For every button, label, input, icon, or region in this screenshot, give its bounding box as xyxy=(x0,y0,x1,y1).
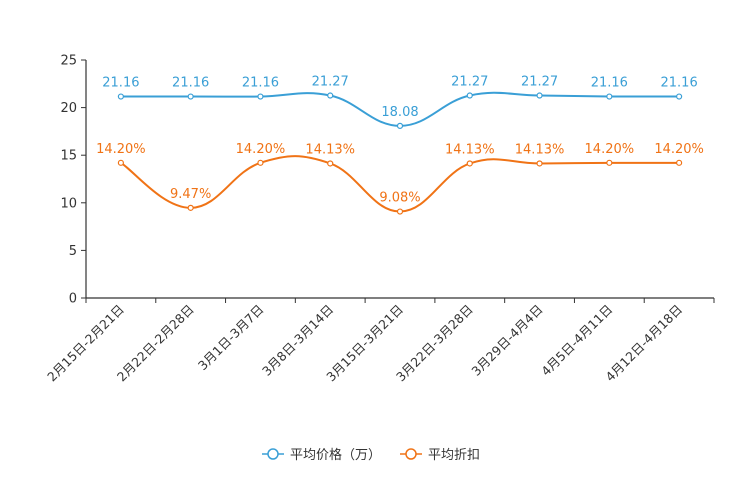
data-point xyxy=(257,159,264,166)
data-label: 21.16 xyxy=(102,76,139,91)
y-tick-label: 15 xyxy=(60,149,77,164)
data-label: 21.27 xyxy=(451,75,488,90)
data-label: 14.13% xyxy=(445,142,495,157)
data-label: 18.08 xyxy=(381,105,418,120)
data-label: 14.13% xyxy=(305,142,355,157)
legend-marker xyxy=(267,448,279,460)
data-point xyxy=(117,159,124,166)
x-tick-label: 3月22日-3月28日 xyxy=(393,302,476,385)
data-point xyxy=(466,92,473,99)
data-point xyxy=(606,93,613,100)
data-label: 14.20% xyxy=(585,142,635,157)
data-point xyxy=(187,93,194,100)
x-tick-label: 2月22日-2月28日 xyxy=(114,302,197,385)
y-tick-label: 10 xyxy=(60,196,77,211)
data-point xyxy=(117,93,124,100)
y-tick-label: 25 xyxy=(60,54,77,69)
data-point xyxy=(606,159,613,166)
data-label: 21.27 xyxy=(521,75,558,90)
data-label: 14.13% xyxy=(515,142,565,157)
x-tick-label: 4月12日-4月18日 xyxy=(602,302,685,385)
data-point xyxy=(396,208,404,215)
y-tick-label: 5 xyxy=(69,244,77,259)
data-label: 21.16 xyxy=(242,76,279,91)
x-tick-label: 4月5日-4月11日 xyxy=(538,302,615,379)
data-point xyxy=(396,122,404,129)
data-label: 21.16 xyxy=(172,76,209,91)
legend-item-2: 平均折扣 xyxy=(400,448,480,463)
data-label: 14.20% xyxy=(96,142,146,157)
legend-label: 平均折扣 xyxy=(428,448,480,463)
y-tick-label: 20 xyxy=(60,101,77,116)
data-label: 21.16 xyxy=(591,76,628,91)
data-label: 14.20% xyxy=(236,142,286,157)
data-point xyxy=(327,92,334,99)
data-label: 21.16 xyxy=(661,76,698,91)
legend-label: 平均价格（万） xyxy=(290,447,381,463)
legend-marker xyxy=(405,448,417,460)
data-point xyxy=(466,160,473,167)
data-point xyxy=(676,93,683,100)
data-label: 21.27 xyxy=(312,75,349,90)
data-label: 9.47% xyxy=(170,187,211,202)
data-point xyxy=(536,92,543,99)
x-tick-label: 3月1日-3月7日 xyxy=(195,302,267,374)
data-point xyxy=(187,204,194,211)
data-point xyxy=(536,160,543,167)
x-tick-label: 3月8日-3月14日 xyxy=(259,302,336,379)
x-tick-label: 3月29日-4月4日 xyxy=(468,302,545,379)
data-point xyxy=(257,93,264,100)
data-point xyxy=(327,160,334,167)
y-tick-label: 0 xyxy=(69,292,77,307)
data-label: 9.08% xyxy=(379,191,420,206)
data-point xyxy=(676,159,683,166)
data-label: 14.20% xyxy=(654,142,704,157)
legend-item-1: 平均价格（万） xyxy=(262,447,381,463)
